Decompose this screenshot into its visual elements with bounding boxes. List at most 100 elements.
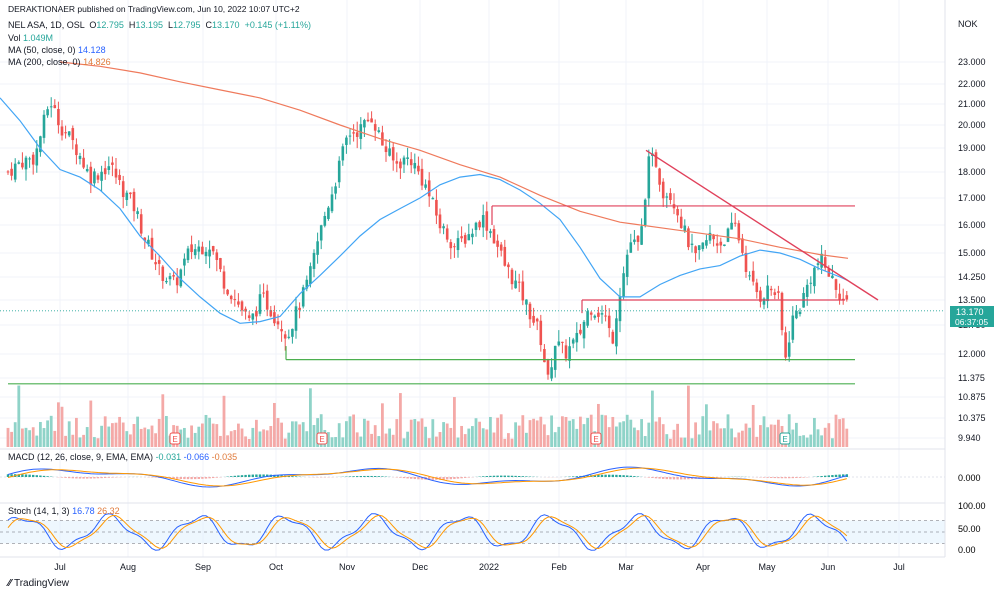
candle-body xyxy=(820,253,823,268)
volume-bar xyxy=(67,421,71,447)
candle-body xyxy=(499,244,503,251)
macd-histogram-bar xyxy=(402,477,406,479)
macd-histogram-bar xyxy=(701,477,704,479)
macd-histogram-bar xyxy=(453,477,456,479)
macd-histogram-bar xyxy=(406,477,409,479)
candle-body xyxy=(85,169,89,172)
volume-bar xyxy=(345,421,348,447)
volume-bar xyxy=(539,416,543,447)
candle-body xyxy=(438,214,442,229)
volume-bar xyxy=(658,417,661,447)
macd-histogram-bar xyxy=(780,477,784,479)
time-axis[interactable]: Jul Aug Sep Oct Nov Dec 2022 Feb Mar Apr May Jun Jul xyxy=(54,562,905,572)
candle-body xyxy=(582,321,586,339)
volume-bar xyxy=(777,419,780,447)
macd-histogram-bar xyxy=(622,475,625,477)
drawn-lines[interactable] xyxy=(0,149,945,385)
tradingview-logo[interactable]: ⁄⁄ TradingView xyxy=(8,578,69,589)
volume-bar xyxy=(733,437,737,447)
macd-histogram-bar xyxy=(204,477,208,479)
candle-body xyxy=(517,281,521,283)
candle-body xyxy=(100,171,103,181)
volume-bar xyxy=(795,422,798,447)
volume-bar xyxy=(42,428,46,447)
volume-bar xyxy=(312,425,316,447)
symbol[interactable]: NEL ASA, 1D, OSL xyxy=(8,20,85,30)
candle-body xyxy=(427,180,431,197)
volume-bar xyxy=(406,431,409,447)
candle-body xyxy=(481,215,485,228)
volume-bar xyxy=(150,425,154,447)
downtrend-line[interactable] xyxy=(645,149,879,301)
volume-bar xyxy=(60,406,64,447)
volume-bar xyxy=(179,429,183,447)
volume-bar xyxy=(391,434,395,447)
candle-body xyxy=(13,163,17,180)
earnings-icon[interactable] xyxy=(169,432,181,445)
candle-body xyxy=(204,251,208,257)
candle-body xyxy=(784,332,787,358)
macd-histogram-bar xyxy=(507,475,510,477)
macd-histogram-bar xyxy=(374,476,377,477)
ma200-legend[interactable]: MA (200, close, 0) 14.826 xyxy=(8,57,111,67)
macd-histogram-bar xyxy=(816,476,820,477)
candle-body xyxy=(719,241,723,246)
candle-body xyxy=(197,246,201,252)
macd-histogram-bar xyxy=(46,476,49,477)
macd-histogram-bar xyxy=(500,475,503,477)
macd-histogram-bar xyxy=(266,474,269,477)
candle-body xyxy=(42,114,46,138)
earnings-icon[interactable] xyxy=(316,432,328,445)
candle-body xyxy=(175,277,179,286)
macd-legend[interactable]: MACD (12, 26, close, 9, EMA, EMA) -0.031… xyxy=(8,452,238,462)
candle-body xyxy=(114,168,118,178)
candle-body xyxy=(607,315,611,329)
macd-histogram-bar xyxy=(291,476,294,477)
volume-bar xyxy=(643,436,647,447)
price-axis[interactable]: 23.000 22.000 21.000 20.000 19.000 18.000 17.0… xyxy=(958,57,986,443)
candle-body xyxy=(39,136,42,153)
volume-bar xyxy=(6,427,10,447)
volume-bar xyxy=(690,438,694,447)
volume-bar xyxy=(111,423,114,447)
candle-body xyxy=(28,158,31,160)
candle-body xyxy=(737,223,741,241)
volume-bar xyxy=(337,423,341,447)
candle-body xyxy=(291,328,294,337)
macd-histogram-bar xyxy=(460,477,463,479)
volume-bar xyxy=(114,422,118,447)
volume-bar xyxy=(697,434,701,447)
macd-histogram-bar xyxy=(24,474,28,477)
volume-bar xyxy=(507,433,510,447)
stoch-legend[interactable]: Stoch (14, 1, 3) 16.78 26.32 xyxy=(8,506,120,516)
candle-body xyxy=(467,234,471,241)
earnings-icon[interactable] xyxy=(590,432,602,445)
candle-body xyxy=(769,288,773,291)
macd-histogram-bar xyxy=(824,475,827,477)
volume-bar xyxy=(348,416,352,447)
volume-bar xyxy=(327,432,330,447)
volume-bar xyxy=(481,428,485,447)
volume-bar xyxy=(661,424,665,447)
candle-body xyxy=(269,310,273,317)
volume-bar xyxy=(445,423,449,447)
volume-bar xyxy=(319,414,323,447)
candle-body xyxy=(643,199,647,226)
volume-bar xyxy=(510,438,514,447)
candle-body xyxy=(571,339,575,344)
candle-body xyxy=(712,234,715,240)
macd-histogram-bar xyxy=(86,477,89,479)
candle-body xyxy=(10,168,13,176)
volume-bar xyxy=(273,402,276,447)
candle-body xyxy=(17,162,21,164)
ma50-legend[interactable]: MA (50, close, 0) 14.128 xyxy=(8,45,106,55)
candle-body xyxy=(442,226,445,229)
volume-legend[interactable]: Vol 1.049M xyxy=(8,33,54,43)
earnings-icon[interactable] xyxy=(779,432,791,445)
time-tick: Aug xyxy=(120,562,136,572)
candle-body xyxy=(701,242,705,250)
candle-body xyxy=(575,332,579,343)
candlesticks xyxy=(6,97,849,382)
